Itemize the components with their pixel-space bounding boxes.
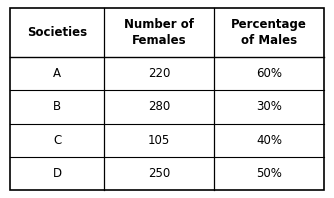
Text: B: B (53, 100, 61, 113)
Text: C: C (53, 134, 61, 147)
Text: 50%: 50% (256, 167, 282, 180)
Text: Number of
Females: Number of Females (124, 18, 194, 47)
Text: 30%: 30% (256, 100, 282, 113)
Text: A: A (53, 67, 61, 80)
Text: D: D (52, 167, 62, 180)
Text: Percentage
of Males: Percentage of Males (231, 18, 307, 47)
Text: 220: 220 (148, 67, 170, 80)
Text: 60%: 60% (256, 67, 282, 80)
Text: 105: 105 (148, 134, 170, 147)
Text: 40%: 40% (256, 134, 282, 147)
Text: Societies: Societies (27, 26, 87, 39)
Text: 250: 250 (148, 167, 170, 180)
Text: 280: 280 (148, 100, 170, 113)
